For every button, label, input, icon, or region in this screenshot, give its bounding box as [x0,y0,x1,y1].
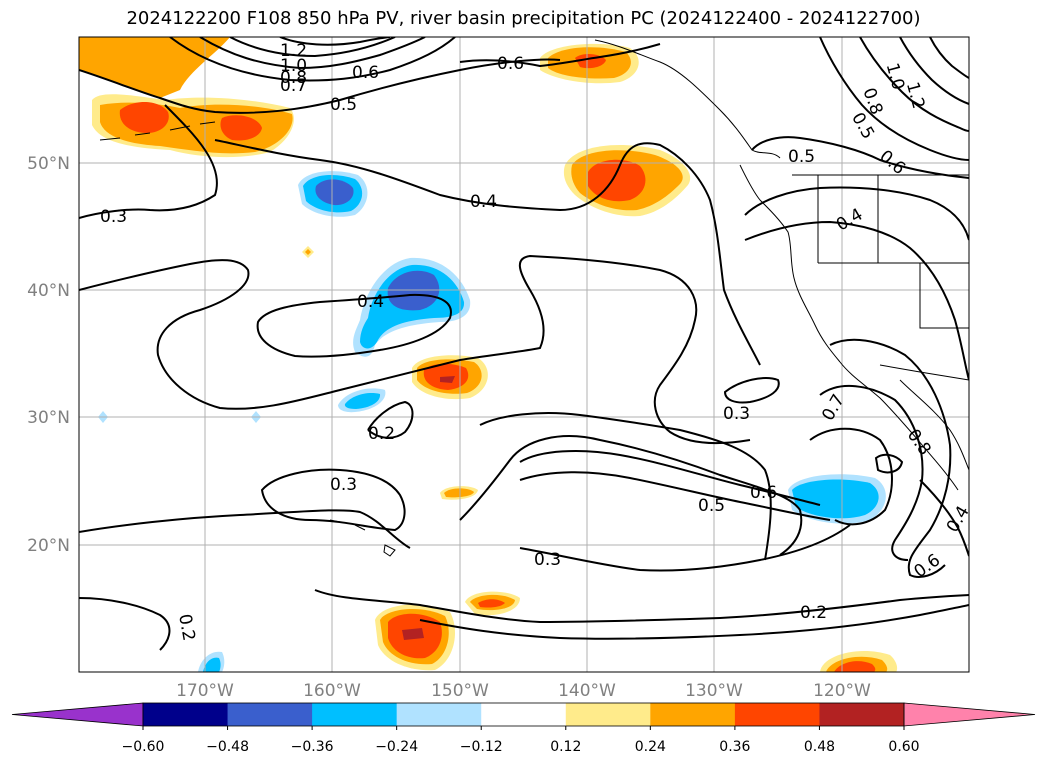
lat-axis-labels: 50°N 40°N 30°N 20°N [27,154,70,556]
lon-axis-labels: 170°W 160°W 150°W 140°W 130°W 120°W [176,681,871,701]
lat-label: 40°N [27,281,70,301]
contour-label: 0.4 [357,292,384,312]
shade-155w-s-max [402,628,424,640]
lat-label: 50°N [27,154,70,174]
lat-label: 30°N [27,408,70,428]
lon-label: 120°W [813,681,871,701]
contour-label: 0.3 [534,550,561,570]
contour-label: 0.7 [280,76,307,96]
contour-label: 0.5 [330,95,357,115]
contour-label: 0.2 [800,603,827,623]
contour-label: 0.5 [788,147,815,167]
contour-label: 0.6 [497,54,524,74]
contour-label: 0.4 [470,192,497,212]
colorbar-extend-high [904,703,1035,726]
lon-label: 170°W [176,681,234,701]
contour-label: 0.6 [750,483,777,503]
colorbar-tick-label: 0.12 [550,739,581,755]
colorbar [12,703,1035,726]
contour-label: 0.3 [100,207,127,227]
colorbar-segment [566,703,651,726]
lat-label: 20°N [27,536,70,556]
contour-label: 0.6 [352,63,379,83]
contour-label: 0.3 [330,475,357,495]
colorbar-tick-label: 0.36 [719,739,750,755]
colorbar-segment [735,703,820,726]
colorbar-segment [819,703,904,726]
lon-label: 140°W [558,681,616,701]
colorbar-segment [481,703,566,726]
colorbar-segment [397,703,482,726]
colorbar-segment [650,703,735,726]
lon-label: 150°W [431,681,489,701]
colorbar-tick-label: −0.36 [291,739,334,755]
colorbar-tick-label: 0.48 [804,739,835,755]
contour-label: 0.2 [368,424,395,444]
colorbar-tick-label: −0.12 [460,739,503,755]
colorbar-tick-label: 0.24 [635,739,666,755]
colorbar-segment [143,703,228,726]
colorbar-extend-low [12,703,143,726]
colorbar-segment [228,703,313,726]
lon-label: 130°W [685,681,743,701]
colorbar-tick-label: −0.48 [206,739,249,755]
colorbar-ticks: −0.60 −0.48 −0.36 −0.24 −0.12 0.12 0.24 0.36 0.4… [122,726,920,755]
contour-label: 0.5 [698,496,725,516]
colorbar-segment [312,703,397,726]
colorbar-tick-label: 0.60 [888,739,919,755]
colorbar-tick-label: −0.24 [375,739,418,755]
contour-label: 0.3 [723,404,750,424]
colorbar-tick-label: −0.60 [122,739,165,755]
lon-label: 160°W [303,681,361,701]
